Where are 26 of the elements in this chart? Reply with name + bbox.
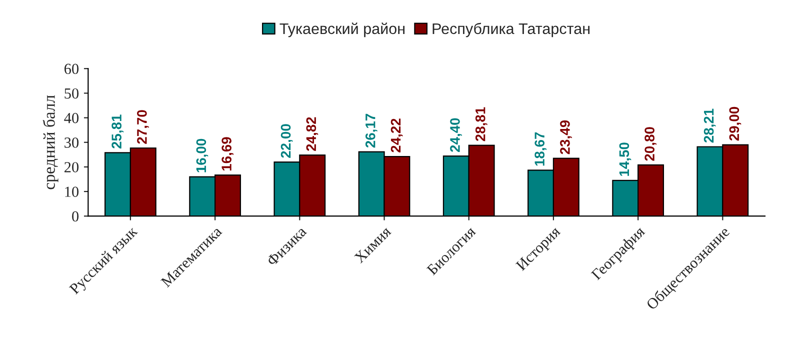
y-tick-label: 30 (64, 137, 79, 148)
data-label: 16,69 (222, 137, 234, 170)
data-label: 14,50 (619, 142, 632, 176)
legend-label: Тукаевский район (280, 22, 404, 38)
data-label: 24,22 (390, 118, 403, 152)
data-label: 22,00 (280, 124, 293, 158)
y-axis-title: средний балл (42, 95, 58, 190)
data-label: 24,82 (306, 117, 318, 151)
y-tick-label: 60 (64, 64, 79, 74)
data-label: 25,81 (112, 114, 124, 148)
data-label: 23,49 (560, 120, 572, 154)
y-tick-label: 40 (64, 112, 79, 124)
data-label: 26,17 (365, 114, 378, 148)
y-tick-label: 10 (65, 186, 79, 197)
data-label: 28,81 (475, 107, 488, 142)
data-label: 29,00 (729, 106, 742, 141)
data-label: 18,67 (534, 132, 547, 166)
y-tick-label: 0 (72, 211, 79, 222)
legend-label: Республика Татарстан (432, 22, 590, 38)
data-label: 28,21 (704, 108, 716, 143)
data-label: 24,40 (450, 118, 462, 152)
data-label: 20,80 (644, 127, 656, 161)
y-tick-label: 20 (64, 162, 79, 172)
y-tick-label: 50 (64, 88, 79, 99)
data-label: 16,00 (196, 138, 208, 172)
data-label: 27,70 (137, 110, 149, 144)
